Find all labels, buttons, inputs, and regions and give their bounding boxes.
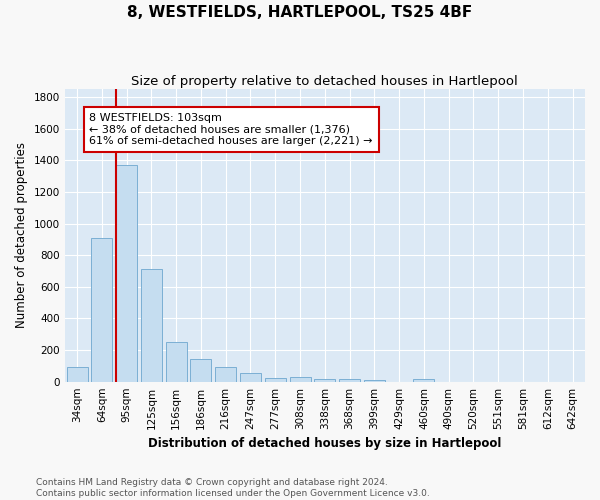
Bar — [240, 373, 261, 382]
Bar — [265, 378, 286, 382]
Bar — [141, 270, 162, 382]
Y-axis label: Number of detached properties: Number of detached properties — [15, 142, 28, 328]
Bar — [67, 368, 88, 382]
X-axis label: Distribution of detached houses by size in Hartlepool: Distribution of detached houses by size … — [148, 437, 502, 450]
Text: 8, WESTFIELDS, HARTLEPOOL, TS25 4BF: 8, WESTFIELDS, HARTLEPOOL, TS25 4BF — [127, 5, 473, 20]
Bar — [364, 380, 385, 382]
Bar — [290, 377, 311, 382]
Bar — [215, 366, 236, 382]
Bar — [190, 359, 211, 382]
Bar — [339, 380, 360, 382]
Bar — [166, 342, 187, 382]
Text: Contains HM Land Registry data © Crown copyright and database right 2024.
Contai: Contains HM Land Registry data © Crown c… — [36, 478, 430, 498]
Bar — [413, 378, 434, 382]
Text: 8 WESTFIELDS: 103sqm
← 38% of detached houses are smaller (1,376)
61% of semi-de: 8 WESTFIELDS: 103sqm ← 38% of detached h… — [89, 113, 373, 146]
Bar — [314, 380, 335, 382]
Bar — [116, 165, 137, 382]
Title: Size of property relative to detached houses in Hartlepool: Size of property relative to detached ho… — [131, 75, 518, 88]
Bar — [91, 238, 112, 382]
